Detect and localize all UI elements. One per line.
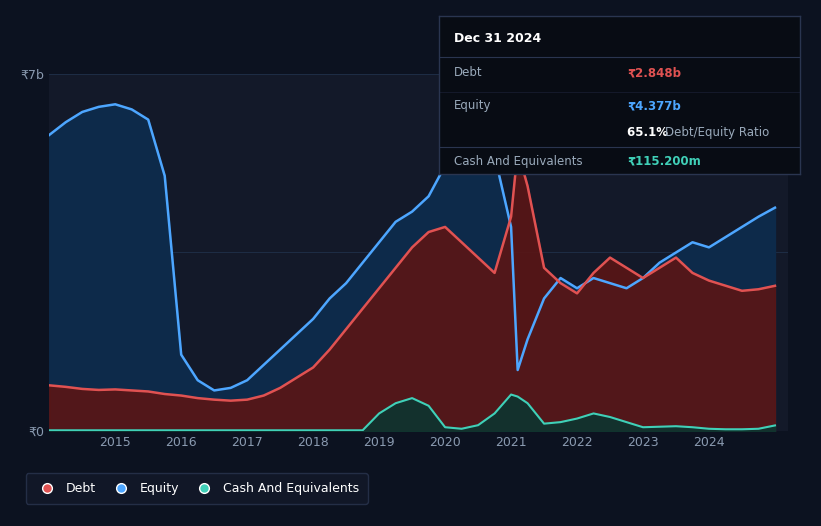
- Text: Debt: Debt: [454, 66, 482, 79]
- Text: Equity: Equity: [454, 99, 491, 113]
- Legend: Debt, Equity, Cash And Equivalents: Debt, Equity, Cash And Equivalents: [26, 473, 368, 504]
- Text: Dec 31 2024: Dec 31 2024: [454, 32, 541, 45]
- Text: 65.1%: 65.1%: [627, 126, 672, 139]
- Text: Cash And Equivalents: Cash And Equivalents: [454, 155, 582, 168]
- Text: Debt/Equity Ratio: Debt/Equity Ratio: [665, 126, 769, 139]
- Text: ₹4.377b: ₹4.377b: [627, 99, 681, 113]
- Text: ₹2.848b: ₹2.848b: [627, 66, 681, 79]
- Text: ₹115.200m: ₹115.200m: [627, 155, 701, 168]
